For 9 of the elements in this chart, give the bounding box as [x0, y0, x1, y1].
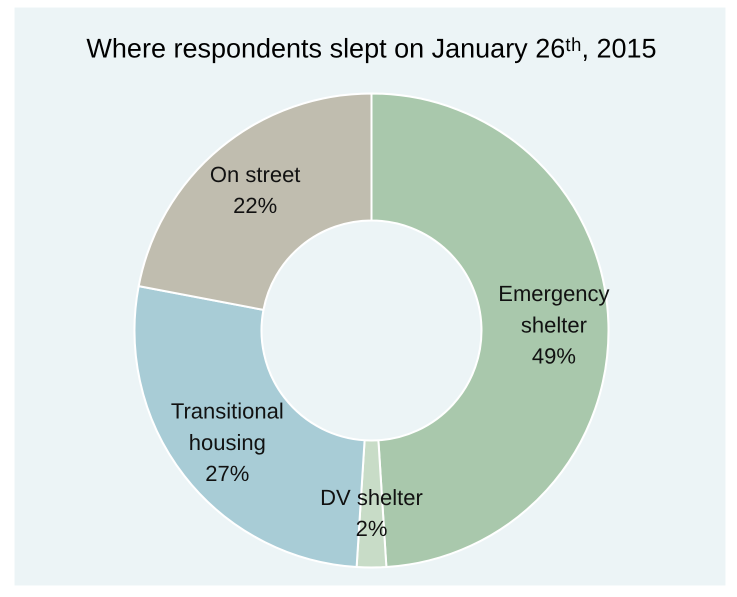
data-label: 2%: [356, 516, 388, 542]
slice-label: Emergency shelter: [498, 281, 610, 338]
chart-title: Where respondents slept on January 26ᵗʰ, 2015: [86, 34, 657, 64]
data-label: 27%: [205, 461, 250, 486]
slice-label: On street: [210, 162, 300, 187]
data-label: 22%: [233, 193, 278, 218]
data-label: 49%: [532, 344, 576, 369]
slice-label: DV shelter: [320, 484, 423, 510]
slice-label: Transitional housing: [170, 398, 284, 455]
